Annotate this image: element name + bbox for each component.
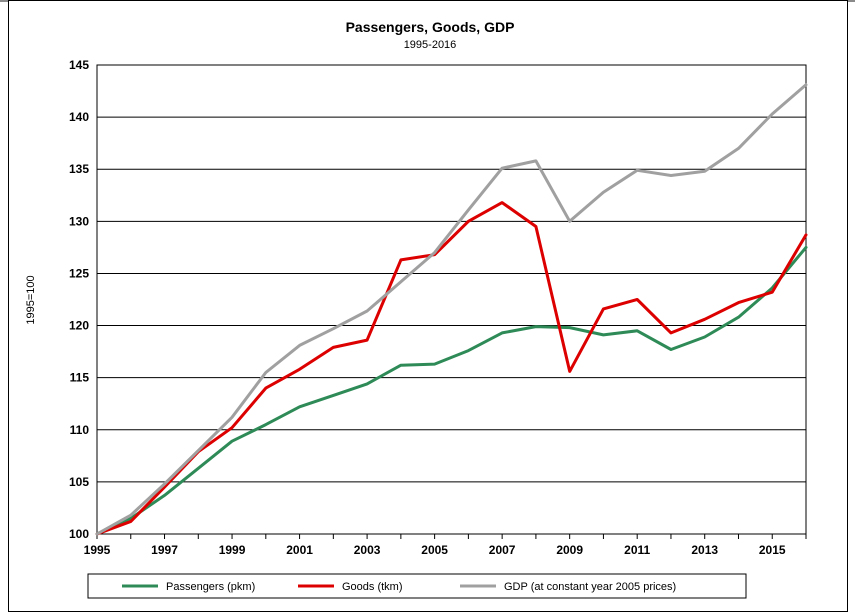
y-tick-label: 110	[70, 423, 90, 437]
x-tick-label: 2003	[354, 543, 381, 557]
y-tick-label: 105	[69, 475, 89, 489]
y-tick-label: 135	[69, 162, 89, 176]
legend-label-1: Goods (tkm)	[342, 581, 403, 593]
chart-subtitle: 1995-2016	[404, 39, 457, 51]
legend: Passengers (pkm) Goods (tkm) GDP (at const…	[87, 573, 747, 599]
legend-box	[87, 573, 747, 599]
legend-label-0: Passengers (pkm)	[166, 581, 255, 593]
y-tick-label: 120	[69, 319, 89, 333]
series-line-0	[95, 245, 808, 536]
x-tick-label: 1999	[219, 543, 246, 557]
y-tick-label: 125	[69, 266, 89, 280]
x-tick-label: 2009	[556, 543, 583, 557]
x-tick-label: 2007	[489, 543, 516, 557]
y-tick-label: 140	[69, 110, 89, 124]
chart-frame	[8, 0, 848, 612]
series-line-1	[95, 201, 808, 536]
x-tick-label: 2005	[421, 543, 448, 557]
legend-label-2: GDP (at constant year 2005 prices)	[504, 581, 676, 593]
x-tick-label: 2011	[624, 543, 650, 557]
y-tick-label: 100	[69, 527, 89, 541]
series-layer	[95, 83, 808, 536]
x-tick-label: 2001	[286, 543, 313, 557]
x-tick-label: 1997	[151, 543, 178, 557]
axis-layer: 100 105 110 115 120 125 130 135 140 145 1995 1997 19…	[69, 58, 807, 557]
series-line-2	[95, 83, 808, 536]
plot-area-border	[96, 64, 807, 535]
y-tick-label: 130	[69, 214, 89, 228]
y-tick-label: 145	[69, 58, 89, 72]
x-tick-label: 2013	[691, 543, 718, 557]
chart-title: Passengers, Goods, GDP	[346, 19, 515, 35]
x-tick-label: 2015	[759, 543, 786, 557]
y-tick-label: 115	[70, 371, 90, 385]
y-axis-label: 1995=100	[25, 275, 37, 324]
x-tick-label: 1995	[84, 543, 111, 557]
